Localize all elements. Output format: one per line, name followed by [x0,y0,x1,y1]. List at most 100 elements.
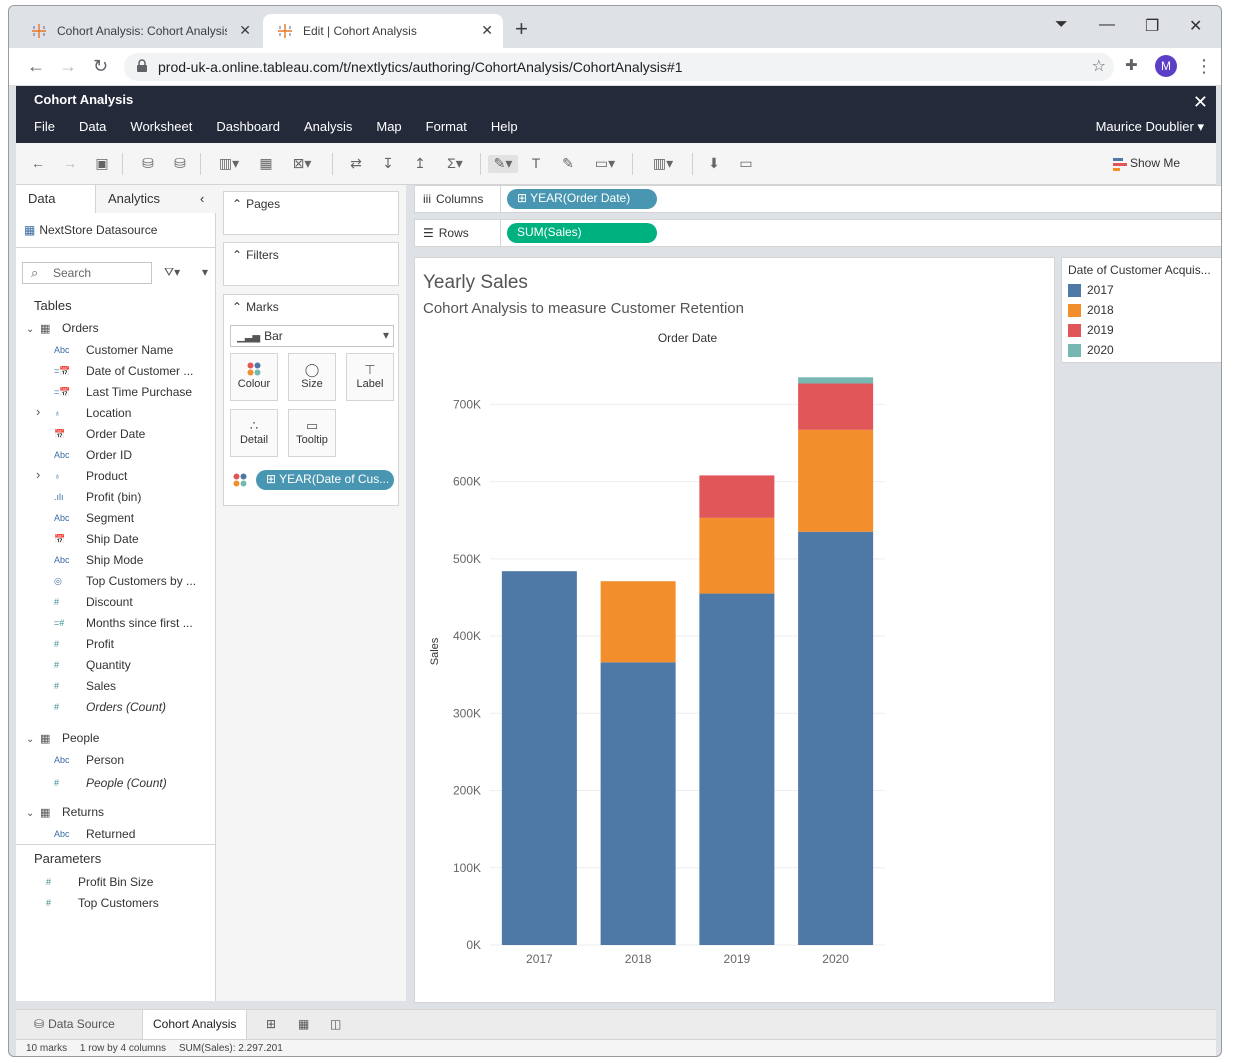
totals-sigma-icon[interactable]: Σ▾ [447,155,463,171]
sheet-tab-cohort-analysis[interactable]: Cohort Analysis [142,1010,248,1039]
field-item[interactable]: Abc Returned [54,825,135,843]
field-item[interactable]: =# Months since first ... [54,614,193,632]
detail-button[interactable]: ∴ Detail [230,409,278,457]
menu-help[interactable]: Help [490,119,518,134]
show-me-icon[interactable] [1113,157,1127,171]
avatar[interactable]: M [1155,55,1177,77]
columns-shelf[interactable]: iii Columns ⊞ YEAR(Order Date) [414,185,1221,213]
chevron-right-icon[interactable]: › [36,467,41,482]
table-orders[interactable]: ⌄ ▦ Orders [26,321,99,335]
chevron-right-icon[interactable]: › [36,404,41,419]
menu-worksheet[interactable]: Worksheet [130,119,193,134]
menu-dashboard[interactable]: Dashboard [216,119,280,134]
field-item[interactable]: # Sales [54,677,116,695]
sort-ascending-icon[interactable]: ↧ [382,155,394,171]
columns-pill[interactable]: ⊞ YEAR(Order Date) [507,189,657,209]
pause-updates-icon[interactable]: ⛁ [174,155,186,171]
field-item[interactable]: 📅 Order Date [54,425,145,443]
clear-sheet-icon[interactable]: ⊠▾ [292,155,312,171]
new-worksheet-icon[interactable]: ▥▾ [218,155,240,171]
close-tab-icon[interactable]: ✕ [481,22,493,38]
show-me-button[interactable]: Show Me [1130,156,1181,170]
chevron-up-icon[interactable]: ⌃ [232,300,243,314]
chevron-down-icon[interactable]: ⌄ [26,324,35,335]
new-story-tab-icon[interactable]: ◫ [330,1017,342,1031]
field-item[interactable]: Abc Segment [54,509,134,527]
new-tab-plus-icon[interactable]: + [515,16,528,41]
size-button[interactable]: ◯ Size [288,353,336,401]
field-item[interactable]: Abc Ship Mode [54,551,143,569]
field-item[interactable]: # Orders (Count) [54,698,166,716]
rows-shelf[interactable]: ☰ Rows SUM(Sales) [414,219,1221,247]
field-item[interactable]: .ılı Profit (bin) [54,488,141,506]
table-people[interactable]: ⌄ ▦ People [26,731,99,745]
new-worksheet-tab-icon[interactable]: ⊞ [266,1017,277,1031]
rows-pill[interactable]: SUM(Sales) [507,223,657,243]
swap-axes-icon[interactable]: ⇄ [350,155,362,171]
field-item[interactable]: Abc Person [54,751,124,769]
tab-analytics[interactable]: Analytics ‹ [96,185,216,213]
close-tab-icon[interactable]: ✕ [239,22,251,38]
field-item[interactable]: ◎ Top Customers by ... [54,572,196,590]
filter-fields-icon[interactable]: ⛛▾ [164,265,181,279]
sort-descending-icon[interactable]: ↥ [414,155,426,171]
url-field[interactable]: prod-uk-a.online.tableau.com/t/nextlytic… [124,53,1114,81]
menu-format[interactable]: Format [425,119,467,134]
back-arrow-icon[interactable]: ← [27,56,45,76]
menu-file[interactable]: File [34,119,55,134]
bookmark-star-icon[interactable]: ☆ [1091,58,1106,75]
format-workbook-icon[interactable]: ✎ [562,155,574,171]
new-dashboard-tab-icon[interactable]: ▦ [298,1017,310,1031]
field-item[interactable]: # Top Customers [46,894,159,912]
legend-item[interactable]: 2020 [1068,343,1114,357]
undo-icon[interactable]: ← [31,155,45,171]
pages-card[interactable]: ⌃ Pages [223,191,399,235]
chart-type-icon[interactable]: ▥▾ [652,155,674,171]
field-item[interactable]: =📅 Last Time Purchase [54,383,192,401]
colour-button[interactable]: Colour [230,353,278,401]
field-item[interactable]: › ♁ Product [36,467,127,485]
highlight-pen-icon[interactable]: ✎▾ [488,155,518,173]
legend-item[interactable]: 2017 [1068,283,1114,297]
collapse-pane-icon[interactable]: ‹ [200,191,205,206]
browser-tab-edit[interactable]: Edit | Cohort Analysis ✕ [263,14,503,48]
menu-map[interactable]: Map [376,119,402,134]
legend-item[interactable]: 2018 [1068,303,1114,317]
chevron-down-icon[interactable]: ⌄ [26,734,35,745]
presentation-icon[interactable]: ▭ [739,155,753,171]
mark-type-dropdown[interactable]: ▁▃▅ Bar ▾ [230,325,394,347]
chevron-down-icon[interactable]: ▾ [382,328,389,342]
new-datasource-icon[interactable]: ⛁ [142,155,154,171]
chevron-up-icon[interactable]: ⌃ [232,197,243,211]
restore-icon[interactable]: ❐ [1145,18,1160,35]
field-item[interactable]: # Quantity [54,656,131,674]
field-item[interactable]: 📅 Ship Date [54,530,139,548]
browser-menu-icon[interactable]: ⋮ [1195,56,1213,76]
chevron-down-icon[interactable]: ⌄ [26,808,35,819]
menu-analysis[interactable]: Analysis [303,119,353,134]
field-item[interactable]: # Discount [54,593,133,611]
reload-icon[interactable]: ↻ [93,56,109,76]
datasource-item[interactable]: ▦ NextStore Datasource [24,223,157,237]
download-icon[interactable]: ⬇ [708,155,720,171]
show-labels-icon[interactable]: T [531,155,541,171]
search-input[interactable]: ⌕ Search [22,262,152,284]
legend-item[interactable]: 2019 [1068,323,1114,337]
browser-tab-view[interactable]: Cohort Analysis: Cohort Analysis ✕ [17,14,261,48]
field-item[interactable]: Abc Order ID [54,446,132,464]
colour-field-pill[interactable]: ⊞ YEAR(Date of Cus... [256,470,394,490]
fit-icon[interactable]: ▭▾ [594,155,616,171]
chevron-up-icon[interactable]: ⌃ [232,248,243,262]
save-icon[interactable]: ▣ [95,155,109,171]
profile-dropdown-icon[interactable]: ⏷ [1055,16,1068,33]
field-item[interactable]: › ♁ Location [36,404,131,422]
tooltip-button[interactable]: ▭ Tooltip [288,409,336,457]
forward-arrow-icon[interactable]: → [59,56,77,76]
pane-menu-chevron-down-icon[interactable]: ▾ [202,265,209,279]
user-menu[interactable]: Maurice Doublier ▾ [1095,119,1204,134]
field-item[interactable]: # Profit Bin Size [46,873,153,891]
minimize-icon[interactable]: — [1099,16,1115,33]
field-item[interactable]: Abc Customer Name [54,341,173,359]
field-item[interactable]: # Profit [54,635,114,653]
data-source-tab[interactable]: ⛁ Data Source [24,1010,125,1039]
